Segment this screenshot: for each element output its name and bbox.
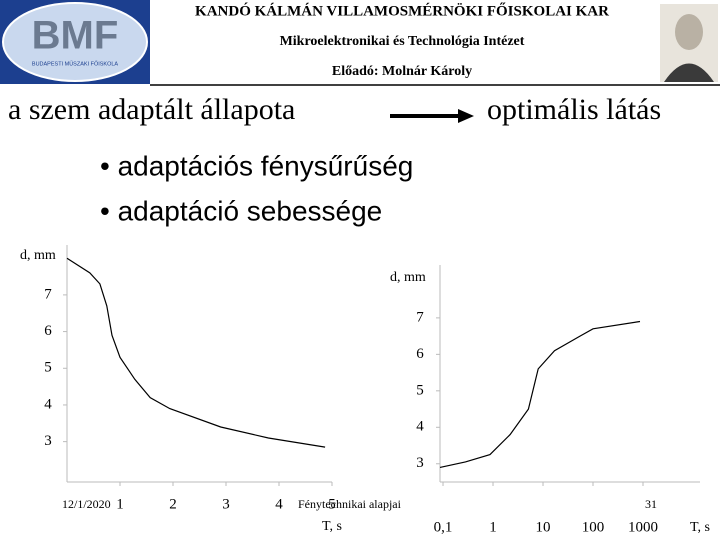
logo-oval: [2, 2, 148, 82]
y-tick-label: 6: [44, 323, 52, 339]
y-tick-label: 7: [416, 309, 424, 325]
x-tick-label: 0,1: [434, 519, 453, 535]
logo-caption: BUDAPESTI MŰSZAKI FŐISKOLA: [32, 60, 119, 67]
portrait-body: [664, 63, 714, 82]
y-axis-label: d, mm: [390, 270, 426, 285]
x-tick-label: 100: [582, 519, 605, 535]
portrait-face: [675, 14, 703, 50]
x-axis-label: T, s: [322, 519, 342, 534]
x-tick-label: 2: [169, 496, 177, 512]
bullet: • adaptációs fénysűrűség: [100, 150, 413, 181]
footer-topic: Fénytechnikai alapjai: [298, 497, 402, 511]
x-tick-label: 1: [489, 519, 497, 535]
y-tick-label: 4: [44, 396, 52, 412]
bullet: • adaptáció sebessége: [100, 195, 382, 226]
data-line: [66, 257, 326, 448]
y-tick-label: 5: [44, 360, 52, 376]
institute: Mikroelektronikai és Technológia Intézet: [280, 34, 525, 49]
logo-text: BMF: [32, 14, 119, 58]
x-tick-label: 4: [275, 496, 283, 512]
y-tick-label: 3: [44, 433, 52, 449]
y-tick-label: 6: [416, 346, 424, 362]
y-tick-label: 5: [416, 382, 424, 398]
y-tick-label: 4: [416, 419, 424, 435]
x-tick-label: 3: [222, 496, 230, 512]
y-tick-label: 7: [44, 286, 52, 302]
lecturer: Előadó: Molnár Károly: [332, 64, 472, 79]
x-tick-label: 10: [536, 519, 551, 535]
x-axis-label: T, s: [690, 520, 710, 535]
x-tick-label: 5: [328, 496, 336, 512]
y-tick-label: 3: [416, 455, 424, 471]
x-tick-label: 1: [116, 496, 124, 512]
footer-date: 12/1/2020: [62, 497, 111, 511]
heading-left: a szem adaptált állapota: [8, 93, 295, 126]
heading-right: optimális látás: [487, 93, 661, 126]
y-axis-label: d, mm: [20, 248, 56, 263]
x-tick-label: 1000: [628, 519, 658, 535]
footer-page: 31: [645, 497, 657, 511]
arrow-head: [458, 109, 474, 123]
data-line: [439, 320, 641, 468]
faculty: KANDÓ KÁLMÁN VILLAMOSMÉRNÖKI FŐISKOLAI K…: [195, 2, 609, 19]
